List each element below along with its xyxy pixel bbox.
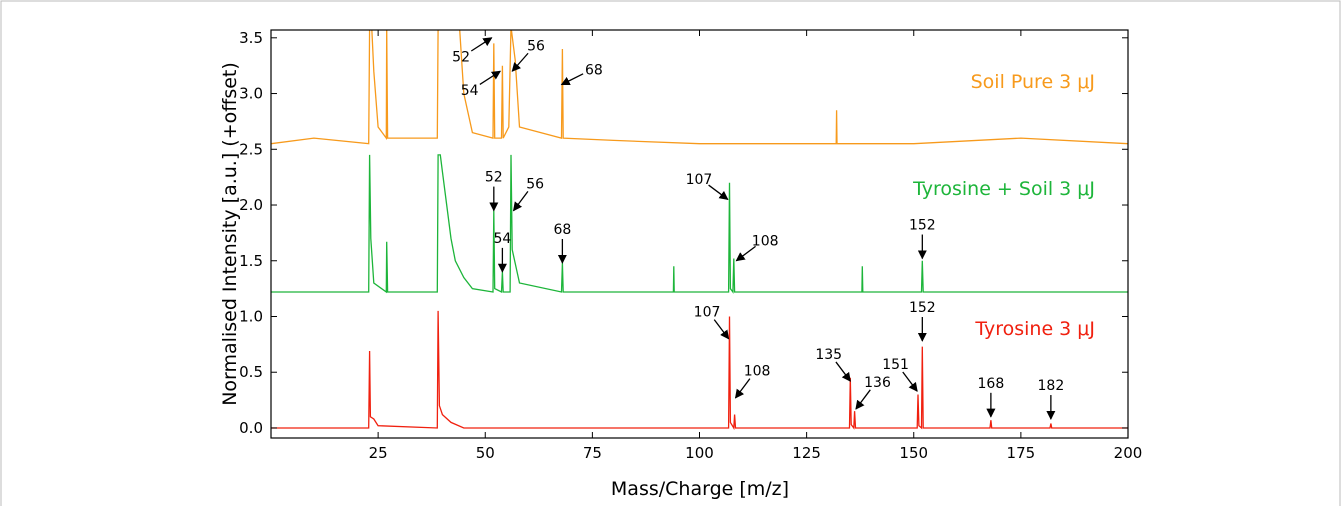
x-axis-label: Mass/Charge [m/z] — [611, 478, 789, 500]
annotation-label: 68 — [553, 222, 571, 238]
annotation-arrow — [902, 371, 918, 392]
annotation-label: 151 — [882, 357, 909, 373]
annotation-arrow — [560, 73, 584, 86]
y-tick-label: 0.5 — [239, 363, 263, 381]
annotation-arrow — [511, 52, 529, 72]
annotation-label: 108 — [744, 364, 771, 380]
annotation-label: 182 — [1038, 378, 1065, 394]
spectrum-line — [271, 310, 1128, 431]
x-tick-label: 75 — [583, 444, 602, 462]
annotation-label: 108 — [752, 233, 779, 249]
annotation-label: 52 — [452, 50, 470, 66]
annotation-label: 54 — [493, 231, 511, 247]
annotation-label: 152 — [909, 218, 936, 234]
annotation-label: 168 — [978, 376, 1005, 392]
annotation-arrow — [855, 389, 871, 410]
y-tick-label: 3.5 — [239, 29, 263, 47]
annotation-label: 52 — [485, 170, 503, 186]
annotation-arrow — [708, 184, 729, 200]
annotation-label: 107 — [686, 172, 713, 188]
annotation-arrow — [735, 245, 756, 262]
annotation-arrow — [734, 378, 751, 399]
x-tick-label: 150 — [899, 444, 928, 462]
series-label: Tyrosine + Soil 3 μJ — [912, 178, 1095, 200]
y-tick-label: 3.0 — [239, 85, 263, 103]
y-axis-label: Normalised Intensity [a.u.] (+offset) — [219, 62, 241, 406]
y-tick-label: 1.5 — [239, 252, 263, 270]
y-tick-label: 0.0 — [239, 419, 263, 437]
annotation-arrow — [479, 70, 502, 85]
plot-area — [271, 30, 1128, 431]
x-tick-label: 50 — [476, 444, 495, 462]
annotation-label: 107 — [694, 305, 721, 321]
annotation-label: 68 — [585, 62, 603, 78]
annotation-label: 136 — [864, 375, 891, 391]
y-tick-label: 2.0 — [239, 196, 263, 214]
x-tick-label: 200 — [1114, 444, 1143, 462]
spectrum-line — [271, 154, 1128, 294]
annotation-arrow — [470, 37, 493, 52]
annotation-label: 56 — [527, 39, 545, 55]
x-tick-label: 125 — [792, 444, 821, 462]
annotation-arrow — [713, 319, 730, 340]
annotation-arrow — [512, 191, 529, 212]
series-label: Soil Pure 3 μJ — [971, 71, 1095, 93]
y-tick-label: 2.5 — [239, 140, 263, 158]
x-tick-label: 175 — [1007, 444, 1036, 462]
annotation-label: 135 — [815, 347, 842, 363]
annotation-label: 54 — [461, 83, 479, 99]
annotation-label: 152 — [909, 300, 936, 316]
spectrum-line — [271, 30, 1128, 145]
annotation-arrow — [835, 361, 851, 382]
series-label: Tyrosine 3 μJ — [974, 318, 1095, 340]
y-tick-label: 1.0 — [239, 307, 263, 325]
x-tick-label: 25 — [369, 444, 388, 462]
x-tick-label: 100 — [685, 444, 714, 462]
annotation-label: 56 — [526, 176, 544, 192]
